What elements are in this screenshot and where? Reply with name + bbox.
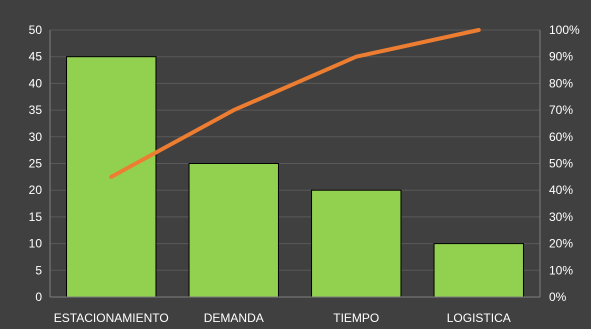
y-tick-label: 30 bbox=[29, 130, 43, 144]
y-tick-label: 5 bbox=[35, 263, 42, 277]
y2-tick-label: 20% bbox=[549, 237, 573, 251]
y2-tick-label: 30% bbox=[549, 210, 573, 224]
y-tick-label: 25 bbox=[29, 157, 43, 171]
y2-tick-label: 80% bbox=[549, 76, 573, 90]
y2-tick-label: 0% bbox=[549, 290, 567, 304]
bar bbox=[433, 243, 524, 298]
y-tick-label: 20 bbox=[29, 183, 43, 197]
y2-tick-label: 40% bbox=[549, 183, 573, 197]
x-tick-label: TIEMPO bbox=[333, 311, 379, 325]
cumulative-line bbox=[109, 28, 481, 179]
y-tick-label: 10 bbox=[29, 237, 43, 251]
cumulative-series-line bbox=[109, 28, 481, 179]
y-tick-label: 0 bbox=[35, 290, 42, 304]
x-tick-label: ESTACIONAMIENTO bbox=[54, 311, 169, 325]
y2-tick-label: 50% bbox=[549, 157, 573, 171]
y-tick-label: 15 bbox=[29, 210, 43, 224]
x-tick-label: DEMANDA bbox=[204, 311, 264, 325]
bar bbox=[188, 163, 279, 298]
y-tick-label: 45 bbox=[29, 50, 43, 64]
bar bbox=[311, 189, 402, 298]
y-tick-label: 50 bbox=[29, 23, 43, 37]
axes bbox=[49, 30, 541, 298]
category-labels: ESTACIONAMIENTO DEMANDA TIEMPO LOGISTICA bbox=[54, 311, 511, 325]
left-axis-ticks: 0 5 10 15 20 25 30 35 40 45 50 bbox=[29, 23, 43, 304]
x-tick-label: LOGISTICA bbox=[447, 311, 511, 325]
y2-tick-label: 60% bbox=[549, 130, 573, 144]
y2-tick-label: 10% bbox=[549, 263, 573, 277]
y-tick-label: 40 bbox=[29, 76, 43, 90]
y2-tick-label: 70% bbox=[549, 103, 573, 117]
y2-tick-label: 100% bbox=[549, 23, 580, 37]
y-tick-label: 35 bbox=[29, 103, 43, 117]
y2-tick-label: 90% bbox=[549, 50, 573, 64]
right-axis-ticks: 0% 10% 20% 30% 40% 50% 60% 70% 80% 90% 100% bbox=[549, 23, 580, 304]
bars bbox=[66, 56, 524, 298]
